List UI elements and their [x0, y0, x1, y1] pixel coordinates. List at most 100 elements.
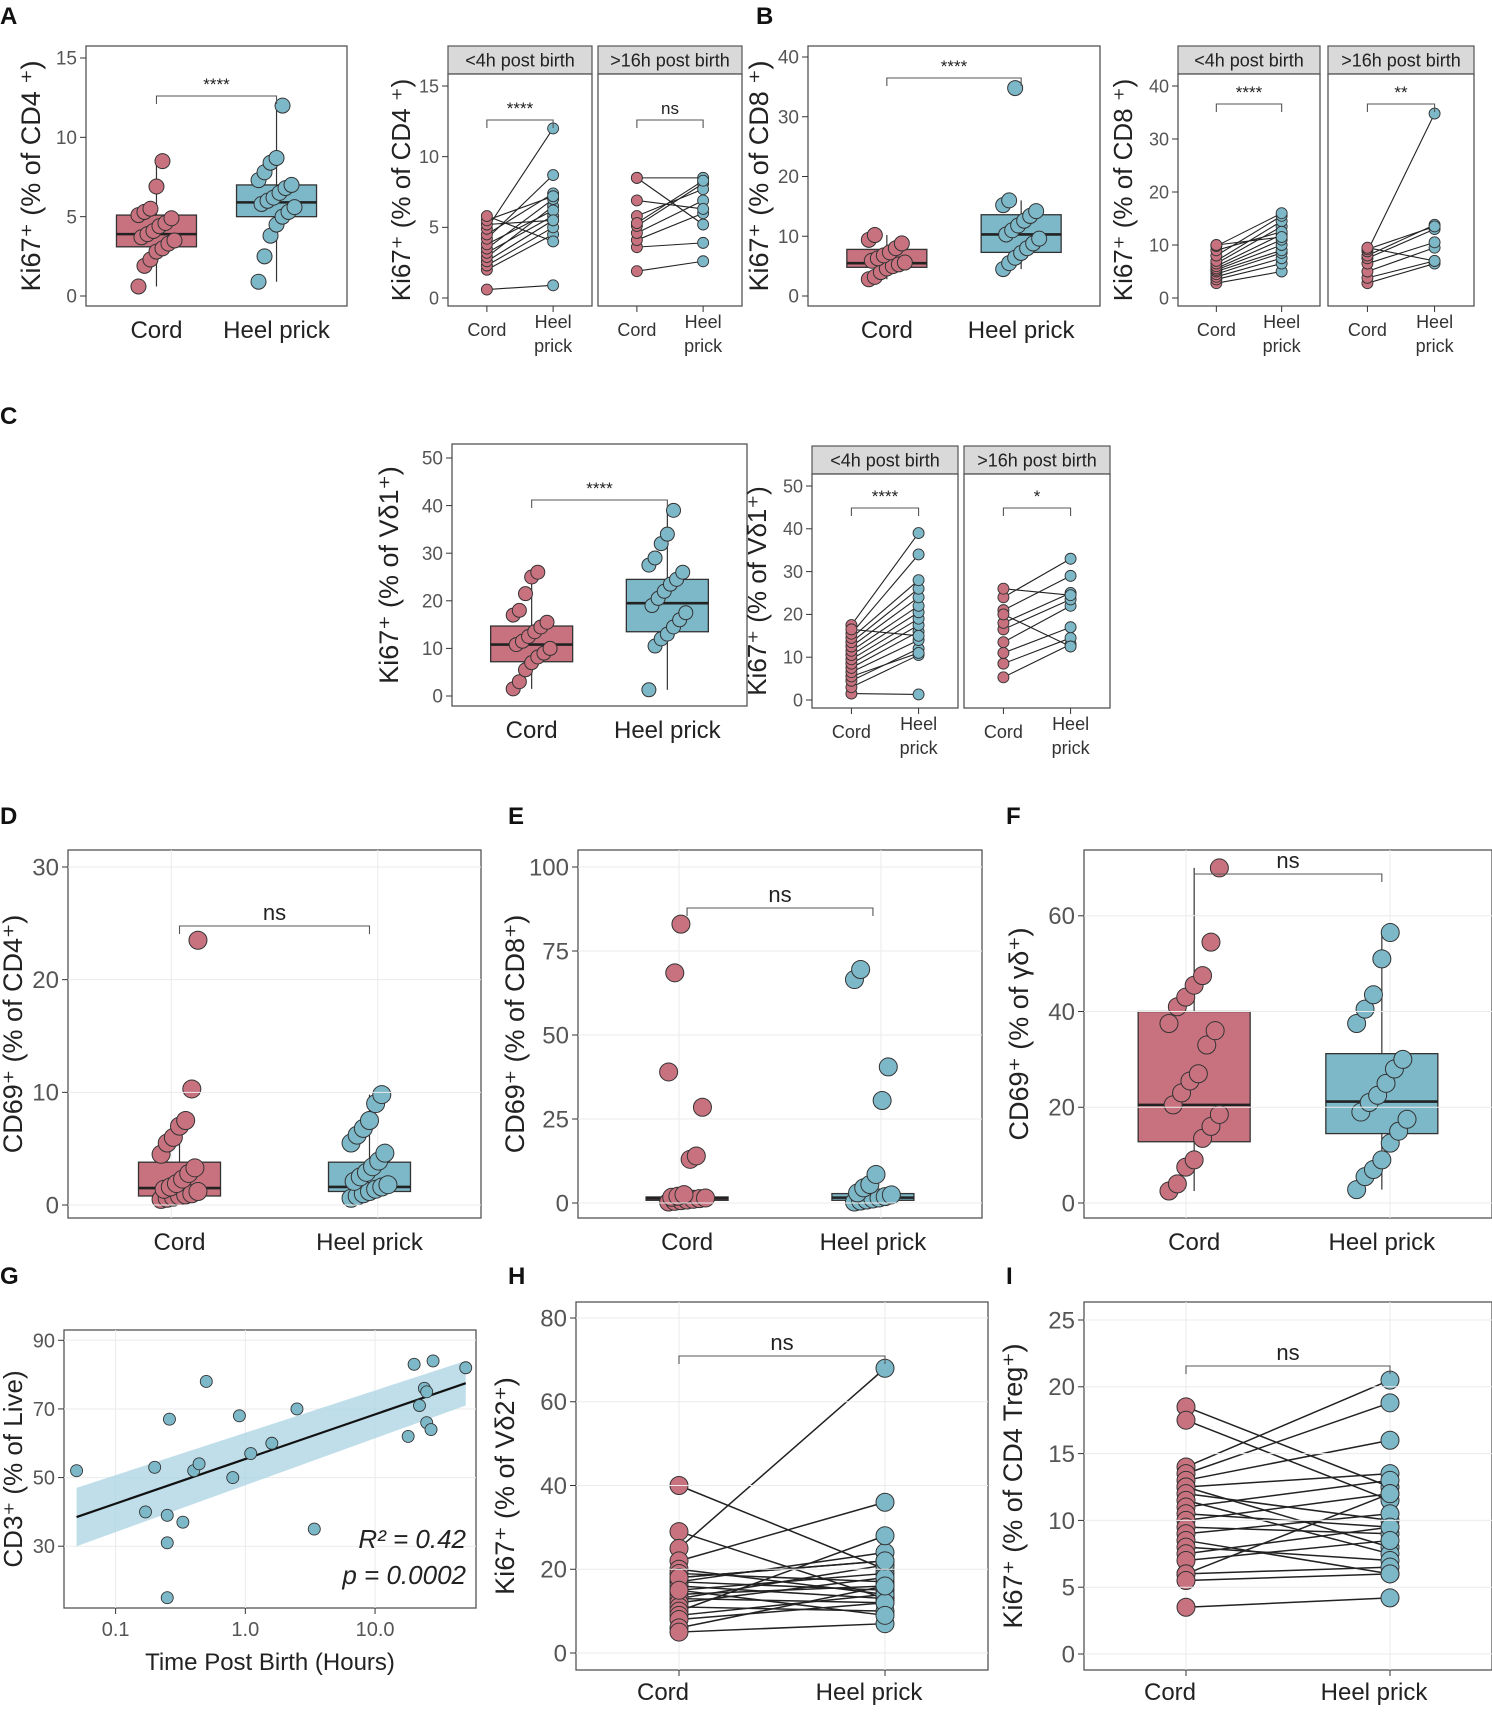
data-point-cord: [998, 637, 1009, 648]
y-axis-title: Ki67⁺ (% of CD8 ⁺): [1108, 79, 1138, 302]
x-tick-label: 0.1: [102, 1619, 130, 1641]
annotation-p: p = 0.0002: [341, 1560, 466, 1590]
data-point-heel: [1381, 1531, 1399, 1549]
data-point: [666, 964, 684, 982]
data-point-heel: [1429, 237, 1440, 248]
y-tick-label: 15: [419, 76, 439, 96]
y-tick-label: 10: [422, 639, 443, 660]
significance-label: ****: [1236, 83, 1263, 102]
data-point: [675, 1186, 693, 1204]
y-tick-label: 75: [542, 938, 569, 965]
data-point-cord: [481, 284, 492, 295]
data-point: [360, 1112, 378, 1130]
y-axis-title: Ki67⁺ (% of CD4 ⁺): [16, 60, 46, 291]
data-point-cord: [1177, 1411, 1195, 1429]
x-category-label: prick: [1052, 738, 1091, 758]
panel-letter-A: A: [0, 3, 17, 30]
x-category-label: Cord: [617, 320, 656, 340]
significance-label: **: [1394, 83, 1408, 102]
data-point-heel: [913, 549, 924, 560]
data-point: [1189, 1065, 1207, 1083]
data-point-heel: [548, 170, 559, 181]
data-point: [291, 1403, 303, 1415]
y-tick-label: 0: [1062, 1190, 1075, 1217]
y-tick-label: 50: [783, 476, 803, 496]
significance-label: ****: [507, 99, 534, 118]
y-tick-label: 10: [32, 1080, 59, 1107]
data-point: [421, 1386, 433, 1398]
data-point-heel: [698, 237, 709, 248]
x-category-label: Heel: [1416, 312, 1453, 332]
panel-letter-E: E: [508, 803, 524, 830]
data-point: [1381, 924, 1399, 942]
facet-strip-label: >16h post birth: [610, 50, 730, 70]
data-point: [667, 503, 681, 517]
data-point: [257, 249, 272, 264]
data-point-heel: [548, 280, 559, 291]
data-point-heel: [876, 1577, 894, 1595]
data-point: [167, 233, 182, 248]
data-point: [251, 274, 266, 289]
x-category-label: Heel prick: [1328, 1229, 1436, 1256]
y-tick-label: 20: [1149, 182, 1169, 202]
data-point: [1364, 986, 1382, 1004]
significance-label: ns: [263, 900, 286, 925]
data-point: [460, 1362, 472, 1374]
significance-label: ns: [661, 99, 679, 118]
plot-frame: [964, 474, 1110, 708]
panel-letter-B: B: [756, 3, 773, 30]
data-point: [642, 683, 656, 697]
data-point: [867, 228, 882, 243]
y-tick-label: 10: [419, 147, 439, 167]
significance-label: *: [1034, 487, 1041, 506]
y-tick-label: 0: [429, 288, 439, 308]
y-tick-label: 20: [1048, 1374, 1075, 1401]
data-point-heel: [1276, 232, 1287, 243]
significance-label: ****: [941, 57, 968, 76]
data-point: [425, 1424, 437, 1436]
y-tick-label: 70: [33, 1399, 55, 1421]
data-point: [540, 615, 554, 629]
y-tick-label: 100: [529, 854, 569, 881]
x-category-label: Cord: [130, 317, 182, 344]
data-point: [1373, 950, 1391, 968]
y-tick-label: 40: [778, 48, 799, 69]
y-axis-title: CD69⁺ (% of CD4⁺): [0, 915, 28, 1154]
data-point: [177, 1516, 189, 1528]
figure-canvas: A BCD E FG H I051015Cord Heel prick****Ki67⁺ (…: [0, 0, 1492, 1710]
data-point-cord: [998, 672, 1009, 683]
data-point-cord: [1211, 240, 1222, 251]
data-point: [1210, 1105, 1228, 1123]
chart-B1: [808, 46, 1100, 306]
data-point-cord: [1362, 242, 1373, 253]
y-tick-label: 20: [422, 591, 443, 612]
data-point: [679, 606, 693, 620]
data-point: [161, 1592, 173, 1604]
data-point: [676, 565, 690, 579]
data-point: [189, 1182, 207, 1200]
x-category-label: Cord: [1348, 320, 1387, 340]
y-tick-label: 90: [33, 1330, 55, 1352]
data-point: [672, 915, 690, 933]
data-point-heel: [1381, 1589, 1399, 1607]
facet-strip-label: >16h post birth: [1341, 50, 1461, 70]
y-tick-label: 30: [32, 854, 59, 881]
x-category-label: Cord: [467, 320, 506, 340]
data-point: [1185, 1151, 1203, 1169]
data-point-cord: [670, 1623, 688, 1641]
data-point-heel: [876, 1527, 894, 1545]
data-point: [71, 1465, 83, 1477]
figure-stage: A B C D E F G H I 0 5 10 15 Cord Heel prick **** Ki67⁺ (…: [0, 0, 1492, 1710]
y-tick-label: 0: [793, 690, 803, 710]
y-tick-label: 15: [56, 49, 77, 70]
data-point: [873, 1092, 891, 1110]
significance-label: ns: [1276, 848, 1299, 873]
data-point: [1002, 193, 1017, 208]
data-point: [149, 179, 164, 194]
y-tick-label: 30: [422, 544, 443, 565]
x-category-label: Heel prick: [820, 1229, 928, 1256]
significance-label: ****: [872, 487, 899, 506]
x-category-label: prick: [1263, 336, 1302, 356]
data-point-cord: [631, 172, 642, 183]
x-category-label: Heel prick: [223, 317, 331, 344]
